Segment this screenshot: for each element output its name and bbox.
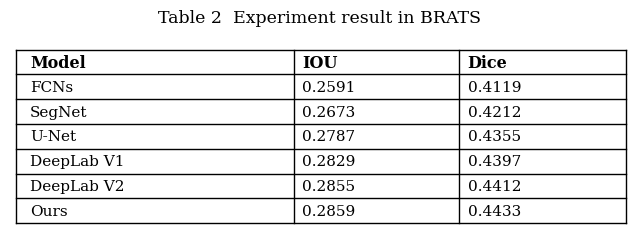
Text: IOU: IOU bbox=[302, 54, 337, 71]
Text: Table 2  Experiment result in BRATS: Table 2 Experiment result in BRATS bbox=[159, 10, 481, 27]
Text: 0.2787: 0.2787 bbox=[302, 130, 355, 144]
Text: Ours: Ours bbox=[30, 204, 67, 218]
Text: 0.2829: 0.2829 bbox=[302, 155, 355, 169]
Text: 0.4212: 0.4212 bbox=[468, 105, 521, 119]
Text: U-Net: U-Net bbox=[30, 130, 76, 144]
Text: 0.2855: 0.2855 bbox=[302, 179, 355, 193]
Text: 0.4433: 0.4433 bbox=[468, 204, 521, 218]
Text: 0.2591: 0.2591 bbox=[302, 80, 355, 94]
Text: SegNet: SegNet bbox=[30, 105, 88, 119]
Text: DeepLab V1: DeepLab V1 bbox=[30, 155, 124, 169]
Text: Dice: Dice bbox=[468, 54, 508, 71]
Text: FCNs: FCNs bbox=[30, 80, 73, 94]
Text: 0.4355: 0.4355 bbox=[468, 130, 521, 144]
Text: Model: Model bbox=[30, 54, 86, 71]
Text: 0.4412: 0.4412 bbox=[468, 179, 521, 193]
Text: DeepLab V2: DeepLab V2 bbox=[30, 179, 124, 193]
Text: 0.2859: 0.2859 bbox=[302, 204, 355, 218]
Text: 0.4119: 0.4119 bbox=[468, 80, 521, 94]
Text: 0.2673: 0.2673 bbox=[302, 105, 355, 119]
Text: 0.4397: 0.4397 bbox=[468, 155, 521, 169]
